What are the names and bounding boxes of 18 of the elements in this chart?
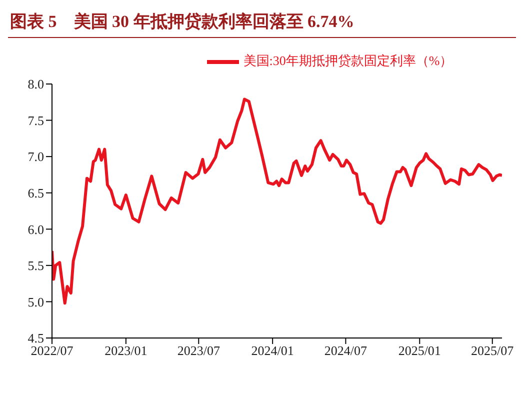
y-tick-label: 7.5: [28, 112, 44, 128]
y-tick-label: 4.5: [28, 330, 44, 346]
x-tick-label: 2024/07: [324, 343, 368, 358]
y-tick-label: 6.5: [28, 185, 44, 200]
line-series: [52, 98, 502, 305]
y-tick-label: 8.0: [28, 76, 44, 92]
y-tick-label: 5.0: [28, 294, 44, 310]
y-tick-label: 7.0: [28, 149, 44, 164]
chart-title: 图表 5 美国 30 年抵押贷款利率回落至 6.74%: [8, 8, 516, 38]
x-tick-label: 2022/07: [30, 343, 74, 358]
y-tick-label: 5.5: [28, 258, 44, 274]
x-tick-label: 2023/07: [177, 343, 220, 358]
legend-label: 美国:30年期抵押贷款固定利率（%）: [243, 52, 453, 68]
x-tick-label: 2023/01: [104, 343, 148, 358]
x-tick-label: 2025/07: [471, 343, 514, 358]
y-tick-label: 6.0: [28, 222, 44, 237]
x-tick-label: 2025/01: [398, 343, 441, 358]
x-tick-label: 2024/01: [251, 343, 294, 358]
